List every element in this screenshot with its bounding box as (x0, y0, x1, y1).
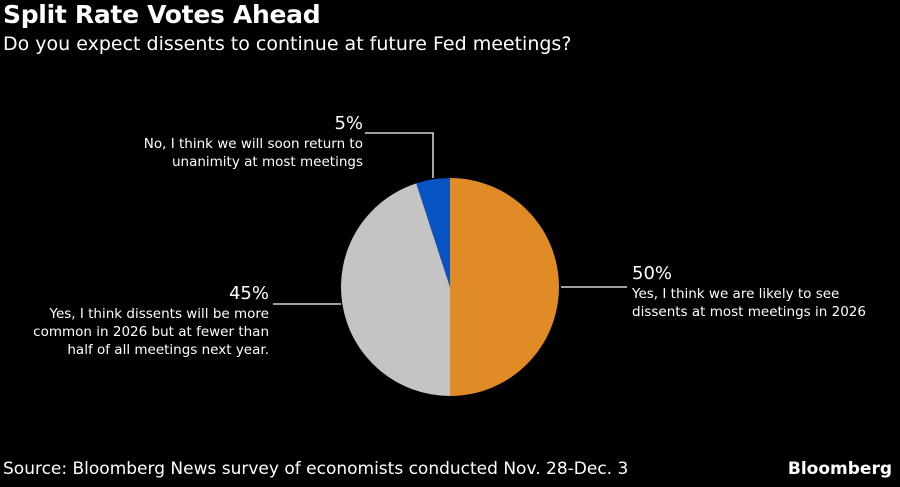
slice-value-45pct: 45% (228, 283, 269, 304)
chart-subtitle: Do you expect dissents to continue at fu… (3, 33, 572, 55)
slice-label-line: Yes, I think we are likely to see (632, 286, 840, 302)
pie-slice-45pct (341, 183, 450, 396)
slice-value-5pct: 5% (334, 113, 363, 134)
leader-line-5pct (365, 132, 434, 178)
slice-label-yes-most: 50% Yes, I think we are likely to see di… (632, 263, 866, 321)
slice-label-no: 5% No, I think we will soon return to un… (144, 113, 363, 171)
slice-label-line: Yes, I think dissents will be more (49, 306, 269, 322)
slice-label-line: No, I think we will soon return to (143, 136, 363, 152)
pie-slice-5pct (416, 178, 450, 287)
bloomberg-logo: Bloomberg (787, 459, 892, 479)
slice-label-line: dissents at most meetings in 2026 (632, 304, 866, 320)
source-note: Source: Bloomberg News survey of economi… (3, 459, 629, 479)
chart-title: Split Rate Votes Ahead (3, 0, 321, 29)
pie-slice-50pct (450, 178, 559, 396)
slice-label-line: unanimity at most meetings (171, 154, 363, 170)
slice-label-line: half of all meetings next year. (67, 342, 269, 358)
slice-value-50pct: 50% (632, 263, 673, 284)
slice-label-line: common in 2026 but at fewer than (33, 324, 269, 340)
slice-label-yes-fewer: 45% Yes, I think dissents will be more c… (33, 283, 269, 359)
